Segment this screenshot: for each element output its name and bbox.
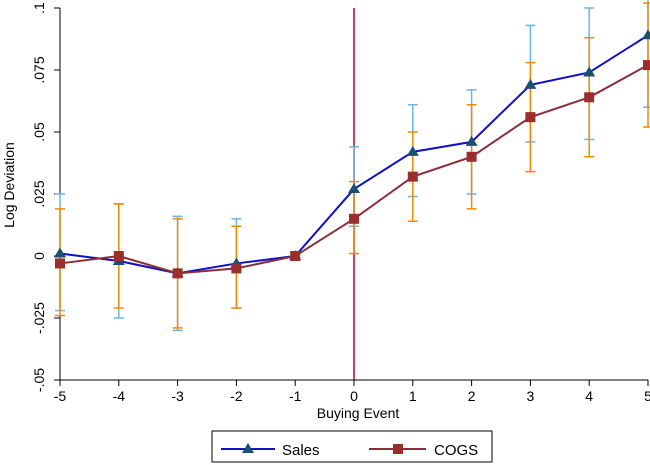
data-point bbox=[348, 183, 360, 194]
series-layer bbox=[54, 0, 650, 332]
y-tick-label: .025 bbox=[31, 180, 47, 207]
x-tick-label: 5 bbox=[644, 388, 650, 404]
legend-sales-label: Sales bbox=[282, 442, 320, 459]
data-point bbox=[465, 135, 478, 146]
data-point bbox=[583, 66, 596, 77]
y-tick-label: .1 bbox=[31, 2, 47, 14]
data-point bbox=[642, 29, 650, 40]
x-tick-label: 3 bbox=[527, 388, 535, 404]
data-point bbox=[54, 247, 66, 258]
data-point bbox=[349, 213, 359, 224]
x-tick-label: 4 bbox=[585, 388, 593, 404]
x-tick-label: 1 bbox=[409, 388, 417, 404]
x-tick-label: -2 bbox=[230, 388, 243, 404]
data-point bbox=[407, 171, 418, 182]
data-point bbox=[231, 263, 242, 274]
y-tick-label: .05 bbox=[31, 122, 47, 142]
x-tick-label: -1 bbox=[289, 388, 302, 404]
data-point bbox=[524, 78, 537, 89]
data-point bbox=[55, 258, 65, 269]
legend-sales-marker bbox=[242, 443, 254, 453]
y-axis-label: Log Deviation bbox=[1, 142, 17, 228]
data-point bbox=[406, 145, 419, 156]
data-point bbox=[113, 251, 124, 261]
legend-cogs-marker bbox=[393, 444, 403, 454]
y-tick-label: -.025 bbox=[31, 302, 47, 334]
x-tick-label: -5 bbox=[54, 388, 67, 404]
data-point bbox=[643, 60, 650, 71]
y-tick-label: .075 bbox=[31, 56, 47, 83]
series-cogs-line bbox=[55, 60, 650, 279]
x-tick-label: -4 bbox=[113, 388, 126, 404]
data-point bbox=[525, 112, 536, 123]
x-tick-label: 0 bbox=[350, 388, 358, 404]
y-tick-label: -.05 bbox=[31, 368, 47, 392]
y-tick-label: 0 bbox=[31, 252, 47, 260]
data-point bbox=[172, 268, 183, 279]
legend-cogs-label: COGS bbox=[434, 442, 478, 459]
x-tick-label: 2 bbox=[468, 388, 476, 404]
x-axis-label: Buying Event bbox=[317, 405, 400, 421]
x-tick-label: -3 bbox=[171, 388, 184, 404]
data-point bbox=[584, 92, 595, 103]
data-point bbox=[290, 251, 301, 261]
legend-box bbox=[211, 430, 493, 463]
legend: Sales COGS bbox=[211, 430, 493, 463]
data-point bbox=[466, 151, 477, 162]
axes: -.05 -.025 0 .025 .05 .075 .1 -5 -4 -3 -2 -1 0 1 2 3 4 5 bbox=[31, 2, 650, 404]
